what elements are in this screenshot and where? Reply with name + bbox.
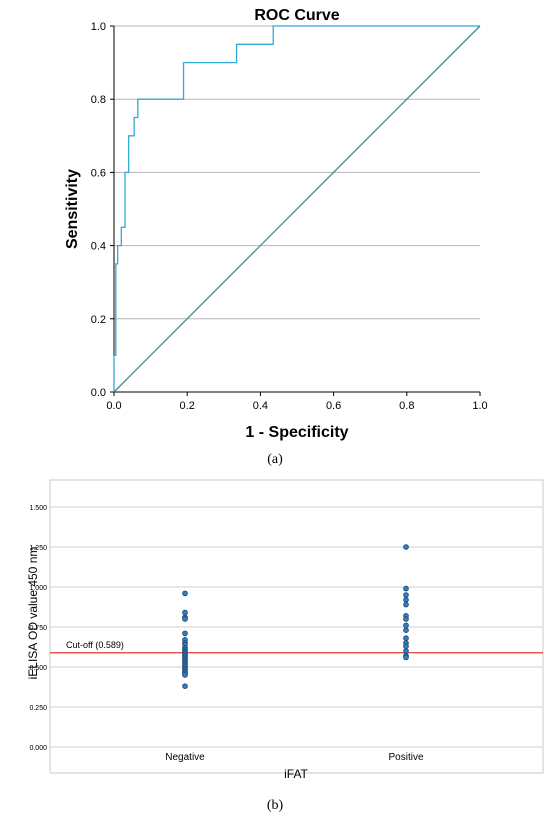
- scatter-point: [183, 610, 188, 615]
- reference-diagonal-line: [114, 26, 480, 392]
- roc-y-tick-label: 0.8: [91, 94, 106, 106]
- roc-x-axis-label: 1 - Specificity: [245, 424, 348, 441]
- scatter-y-tick-label: 1.500: [29, 505, 47, 512]
- scatter-point: [404, 545, 409, 550]
- roc-y-tick-label: 0.4: [91, 241, 106, 253]
- roc-y-tick-label: 0.6: [91, 167, 106, 179]
- roc-gridlines: [114, 26, 480, 319]
- scatter-point: [183, 673, 188, 678]
- scatter-point: [404, 623, 409, 628]
- scatter-point: [404, 586, 409, 591]
- roc-x-tick-label: 0.2: [180, 400, 195, 412]
- scatter-point: [183, 684, 188, 689]
- scatter-point: [404, 597, 409, 602]
- scatter-y-tick-label: 0.250: [29, 705, 47, 712]
- scatter-point: [404, 593, 409, 598]
- cutoff-line-group: Cut-off (0.589): [50, 640, 543, 653]
- scatter-point: [183, 631, 188, 636]
- roc-chart: ROC Curve 0.00.20.40.60.81.0 0.0 0.2 0.4 0.…: [64, 7, 488, 441]
- scatter-point: [404, 617, 409, 622]
- scatter-category-labels: Negative Positive: [165, 752, 424, 763]
- panel-b-label: (b): [0, 798, 550, 814]
- scatter-point: [404, 644, 409, 649]
- panel-a-label: (a): [0, 452, 550, 468]
- scatter-point: [404, 628, 409, 633]
- roc-x-tick-label: 0.4: [253, 400, 268, 412]
- roc-y-tick-label: 1.0: [91, 21, 106, 33]
- scatter-y-axis-label: iELISA OD value 450 nm: [26, 547, 40, 680]
- roc-series: [114, 26, 480, 392]
- scatter-category-label: Positive: [388, 752, 423, 763]
- roc-x-tick-label: 0.8: [399, 400, 414, 412]
- roc-x-tick-label: 0.6: [326, 400, 341, 412]
- cutoff-label: Cut-off (0.589): [66, 640, 124, 650]
- roc-x-tick-label: 0.0: [106, 400, 121, 412]
- scatter-x-axis-label: iFAT: [284, 767, 308, 781]
- roc-x-tick-label: 1.0: [472, 400, 487, 412]
- roc-y-tick-label: 0.2: [91, 314, 106, 326]
- scatter-point: [404, 636, 409, 641]
- scatter-category-label: Negative: [165, 752, 205, 763]
- roc-y-axis-label: Sensitivity: [64, 169, 81, 249]
- scatter-point: [404, 602, 409, 607]
- scatter-point: [404, 649, 409, 654]
- roc-y-tick-label: 0.0: [91, 387, 106, 399]
- roc-title: ROC Curve: [254, 7, 339, 24]
- roc-y-ticks: 0.0 0.2 0.4 0.6 0.8 1.0: [91, 21, 114, 399]
- scatter-gridlines: [50, 507, 543, 747]
- scatter-point: [404, 655, 409, 660]
- roc-x-ticks: 0.0 0.2 0.4 0.6 0.8 1.0: [106, 392, 487, 412]
- scatter-point: [183, 617, 188, 622]
- scatter-point: [183, 591, 188, 596]
- scatter-y-tick-label: 0.000: [29, 745, 47, 752]
